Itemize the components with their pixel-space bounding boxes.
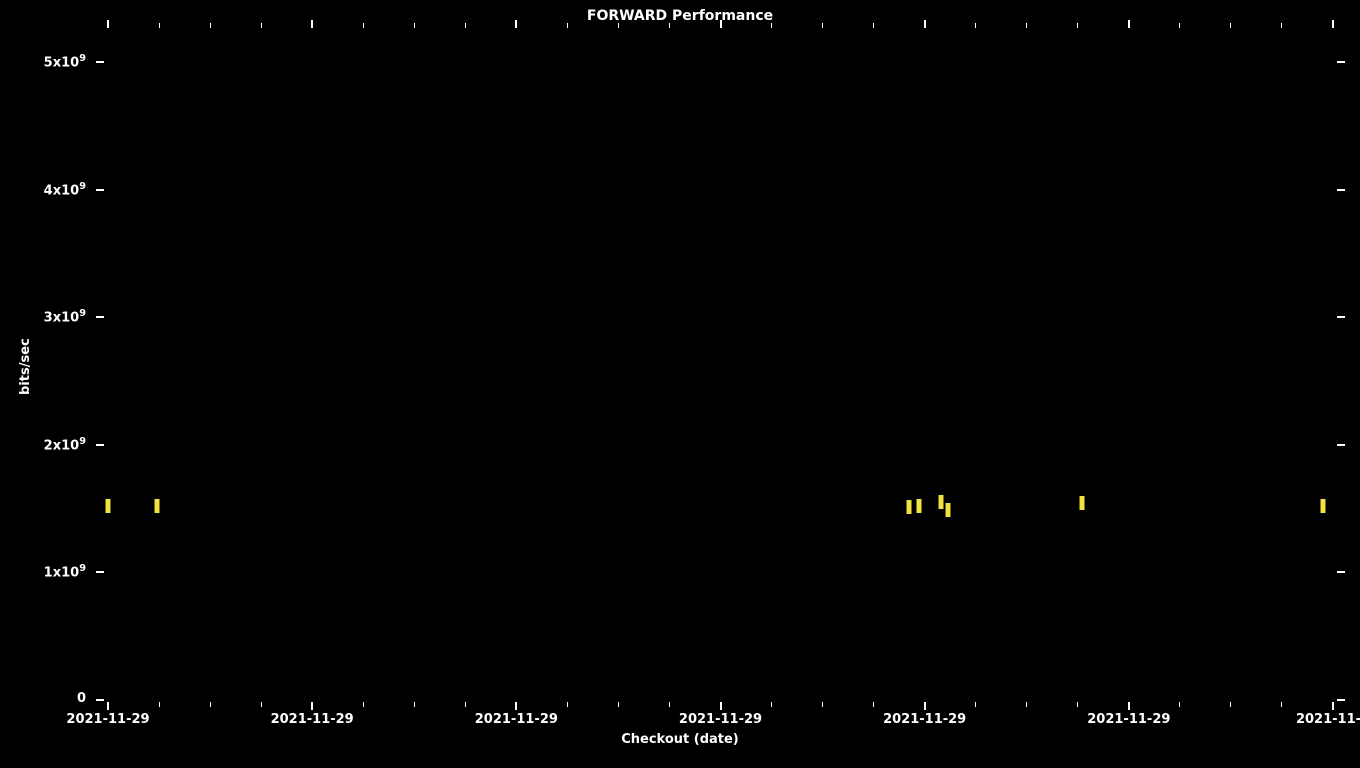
x-major-tick [924, 702, 926, 710]
x-tick-label: 2021-11-29 [66, 712, 149, 727]
x-major-tick-top [107, 20, 109, 28]
x-minor-tick [1230, 702, 1231, 707]
x-minor-tick [210, 702, 211, 707]
x-minor-tick [414, 702, 415, 707]
x-minor-tick [465, 702, 466, 707]
plot-area [108, 30, 1333, 700]
y-tick-label: 2x109 [0, 436, 86, 453]
y-tick-mark-right [1337, 316, 1345, 318]
data-point [946, 503, 951, 517]
x-minor-tick [1179, 702, 1180, 707]
x-minor-tick [261, 702, 262, 707]
data-point [1321, 499, 1326, 513]
x-tick-label: 2021-11-29 [475, 712, 558, 727]
x-minor-tick [567, 702, 568, 707]
x-minor-tick-top [1077, 23, 1078, 28]
x-major-tick [515, 702, 517, 710]
x-major-tick [1128, 702, 1130, 710]
data-point [916, 499, 921, 513]
x-minor-tick [363, 702, 364, 707]
x-minor-tick-top [771, 23, 772, 28]
x-minor-tick [159, 702, 160, 707]
y-tick-mark-right [1337, 444, 1345, 446]
x-tick-label: 2021-11-29 [679, 712, 762, 727]
x-tick-label: 2021-11-29 [1087, 712, 1170, 727]
x-minor-tick-top [414, 23, 415, 28]
y-tick-mark [96, 444, 104, 446]
y-tick-mark [96, 699, 104, 701]
x-major-tick-top [924, 20, 926, 28]
x-minor-tick-top [669, 23, 670, 28]
x-minor-tick [669, 702, 670, 707]
x-major-tick-top [515, 20, 517, 28]
x-minor-tick-top [1230, 23, 1231, 28]
data-point [106, 499, 111, 513]
x-minor-tick [618, 702, 619, 707]
x-minor-tick-top [822, 23, 823, 28]
x-minor-tick-top [1026, 23, 1027, 28]
y-tick-label: 0 [0, 691, 86, 706]
x-minor-tick [1281, 702, 1282, 707]
x-minor-tick-top [873, 23, 874, 28]
x-tick-label: 2021-11-3 [1296, 712, 1360, 727]
y-tick-label: 4x109 [0, 181, 86, 198]
x-minor-tick-top [363, 23, 364, 28]
x-major-tick [1332, 702, 1334, 710]
x-minor-tick [771, 702, 772, 707]
x-tick-label: 2021-11-29 [883, 712, 966, 727]
x-minor-tick-top [261, 23, 262, 28]
data-point [1079, 496, 1084, 510]
y-tick-mark [96, 189, 104, 191]
y-tick-mark-right [1337, 61, 1345, 63]
x-major-tick-top [311, 20, 313, 28]
y-axis-label: bits/sec [18, 338, 33, 395]
x-minor-tick [1077, 702, 1078, 707]
x-minor-tick-top [210, 23, 211, 28]
y-tick-mark [96, 61, 104, 63]
x-minor-tick [873, 702, 874, 707]
data-point [907, 500, 912, 514]
y-tick-mark-right [1337, 571, 1345, 573]
x-major-tick-top [1332, 20, 1334, 28]
data-point [155, 499, 160, 513]
y-tick-label: 5x109 [0, 53, 86, 70]
x-major-tick [311, 702, 313, 710]
x-axis-label: Checkout (date) [0, 732, 1360, 747]
y-tick-label: 3x109 [0, 308, 86, 325]
x-major-tick-top [1128, 20, 1130, 28]
y-tick-mark-right [1337, 189, 1345, 191]
x-minor-tick-top [1281, 23, 1282, 28]
x-minor-tick [822, 702, 823, 707]
x-minor-tick-top [465, 23, 466, 28]
x-minor-tick-top [975, 23, 976, 28]
x-tick-label: 2021-11-29 [271, 712, 354, 727]
y-tick-mark [96, 316, 104, 318]
x-minor-tick-top [1179, 23, 1180, 28]
x-major-tick [720, 702, 722, 710]
chart-title: FORWARD Performance [0, 8, 1360, 24]
x-major-tick-top [720, 20, 722, 28]
y-tick-mark [96, 571, 104, 573]
x-minor-tick-top [159, 23, 160, 28]
x-minor-tick [1026, 702, 1027, 707]
chart-container: FORWARD Performance bits/sec Checkout (d… [0, 0, 1360, 768]
x-minor-tick-top [567, 23, 568, 28]
x-minor-tick [975, 702, 976, 707]
y-tick-mark-right [1337, 699, 1345, 701]
y-tick-label: 1x109 [0, 563, 86, 580]
x-minor-tick-top [618, 23, 619, 28]
data-point [939, 495, 944, 509]
x-major-tick [107, 702, 109, 710]
